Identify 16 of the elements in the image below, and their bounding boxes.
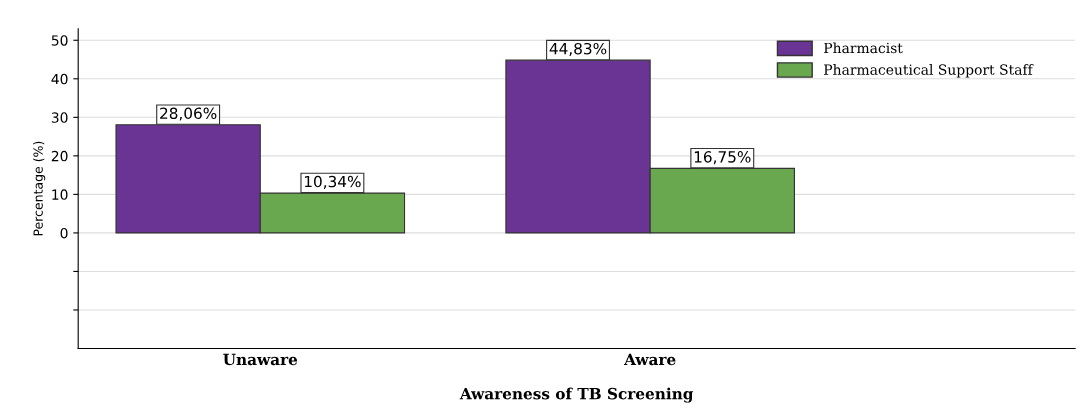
y-tick-label: 0 [60,227,68,239]
y-axis-title: Percentage (%) [33,141,46,236]
y-tick-label: 30 [51,112,68,123]
data-label: 10,34% [304,175,361,189]
legend-label: Pharmacist [824,42,903,54]
y-tick-label: 40 [51,73,68,85]
data-label: 44,83% [549,42,607,56]
legend-label: Pharmaceutical Support Staff [824,64,1034,78]
data-label: 28,06% [160,107,217,121]
y-tick-label: 10 [52,189,68,200]
data-label: 16,75% [694,151,751,165]
y-tick-label: 50 [51,35,68,46]
x-tick-label: Unaware [223,353,298,366]
y-tick-label: 20 [51,150,68,162]
x-axis-title: Awareness of TB Screening [459,387,694,403]
x-tick-label: Aware [624,353,676,366]
